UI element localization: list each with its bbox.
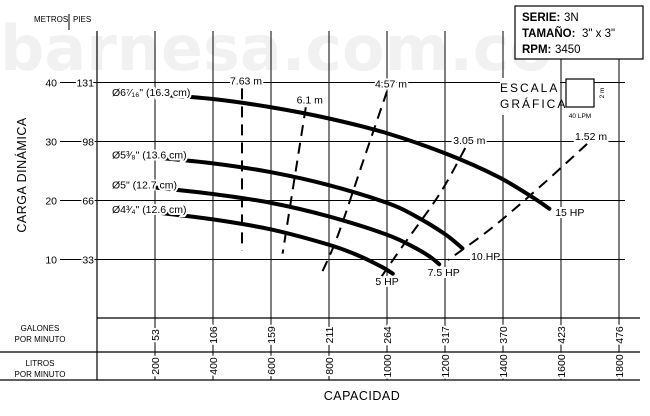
impeller-curve: [153, 185, 442, 267]
impeller-label: Ø5³⁄₈" (13.6 cm): [112, 149, 187, 161]
series-info-box: SERIE: 3N TAMAÑO: 3" x 3" RPM: 3450: [514, 5, 644, 60]
serie-label: SERIE:: [522, 12, 560, 24]
lpm-row-label-2: POR MINUTO: [15, 370, 66, 379]
impeller-curve: [153, 210, 395, 276]
y-tick-label-m: 10: [45, 255, 57, 267]
tamano-label: TAMAÑO:: [522, 27, 575, 40]
escala-line1: ESCALA: [500, 81, 559, 95]
y-unit-metros: METROS: [34, 15, 68, 24]
y-tick-label-m: 40: [45, 78, 57, 90]
impeller-label: Ø5" (12.7 cm): [112, 180, 177, 192]
escala-horizontal-label: 40 LPM: [569, 113, 591, 120]
x-tick-label-gpm: 370: [498, 326, 510, 344]
tamano-value: 3" x 3": [582, 28, 615, 40]
x-tick-label-gpm: 423: [556, 326, 568, 344]
x-tick-label-gpm: 159: [266, 326, 278, 344]
series-info-frame: [514, 5, 644, 60]
x-tick-label-lpm: 1200: [440, 354, 452, 378]
hp-label: 15 HP: [555, 207, 584, 219]
escala-grafica: ESCALA GRÁFICA 2 m 40 LPM: [500, 78, 606, 120]
impeller-curve: [153, 155, 465, 251]
npsh-label: 7.63 m: [230, 75, 262, 87]
npsh-label: 1.52 m: [575, 131, 607, 143]
impeller-label: Ø4³⁄₄" (12.6 cm): [112, 204, 187, 216]
y-ticks: 10 33 20 66 30 98 40 131: [45, 76, 97, 268]
npsh-label: 4.57 m: [375, 78, 407, 90]
x-tick-label-gpm: 264: [382, 326, 394, 344]
y-tick-label-ft: 98: [82, 137, 94, 149]
gpm-row-label-1: GALONES: [21, 324, 60, 333]
serie-value: 3N: [564, 12, 579, 24]
hp-label: 10 HP: [471, 251, 500, 263]
grid: [97, 31, 625, 318]
x-tick-label-gpm: 211: [324, 326, 336, 343]
escala-line2: GRÁFICA: [500, 96, 567, 111]
x-tick-label-lpm: 200: [150, 357, 162, 375]
x-tick-label-lpm: 1400: [498, 354, 510, 378]
npsh-curve: [319, 91, 388, 277]
gpm-row-label-2: POR MINUTO: [15, 335, 66, 344]
y-tick-label-m: 30: [45, 137, 57, 149]
watermark-text: barnesa.com.co: [0, 12, 552, 85]
npsh-curve: [281, 107, 307, 254]
x-tick-label-lpm: 1600: [556, 354, 568, 378]
x-tick-label-lpm: 800: [324, 357, 336, 375]
x-tick-label-gpm: 53: [150, 329, 162, 341]
rpm-value: 3450: [555, 44, 581, 56]
hp-label: 7.5 HP: [428, 267, 460, 279]
x-tick-label-lpm: 1000: [382, 354, 394, 378]
x-tick-label-lpm: 600: [266, 357, 278, 375]
escala-vertical-label: 2 m: [599, 88, 606, 99]
x-tick-label-gpm: 106: [208, 326, 220, 344]
escala-square: [565, 78, 595, 108]
rpm-label: RPM:: [522, 44, 551, 56]
x-axis-title: CAPACIDAD: [324, 389, 401, 403]
impeller-label: Ø6⁷⁄₁₆" (16.3 cm): [112, 87, 190, 99]
npsh-curve: [447, 143, 588, 261]
x-tick-label-lpm: 400: [208, 357, 220, 375]
x-tick-label-gpm: 476: [614, 326, 626, 344]
escala-bg: [500, 78, 560, 115]
npsh-label: 6.1 m: [297, 94, 324, 106]
x-tick-label-lpm: 1800: [614, 354, 626, 378]
x-tick-label-gpm: 317: [440, 326, 452, 344]
npsh-label: 3.05 m: [453, 135, 485, 147]
impeller-curve: [153, 92, 552, 211]
hp-label: 5 HP: [375, 276, 398, 288]
y-tick-label-ft: 131: [76, 78, 94, 90]
lpm-row-label-1: LITROS: [26, 359, 55, 368]
impeller-curves: Ø6⁷⁄₁₆" (16.3 cm) Ø5³⁄₈" (13.6 cm) Ø5" (12…: [110, 85, 552, 276]
x-ticks: 53 200 106 400 159 600 211 800 264 1000 317 1200 370…: [148, 318, 628, 380]
y-tick-label-ft: 33: [82, 255, 94, 267]
hp-labels: 15 HP 10 HP 7.5 HP 5 HP: [373, 205, 586, 290]
y-axis-title: CARGA DINÁMICA: [14, 117, 29, 233]
y-tick-label-ft: 66: [82, 196, 94, 208]
y-tick-label-m: 20: [45, 196, 57, 208]
y-unit-pies: PIES: [73, 15, 91, 24]
